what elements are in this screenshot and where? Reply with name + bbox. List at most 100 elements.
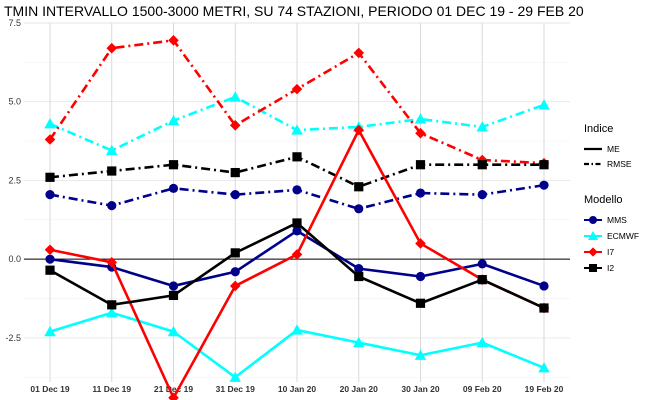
- legend-label: I7: [607, 247, 614, 257]
- data-point: [415, 271, 426, 282]
- legend: Indice ME RMSE Modello MMS ECMWF I7 I2: [584, 123, 639, 273]
- series-mms-rmse: [45, 180, 549, 214]
- x-tick-label: 10 Jan 20: [278, 384, 317, 394]
- data-point: [106, 144, 118, 156]
- data-point: [230, 167, 240, 178]
- legend-label: I2: [607, 263, 614, 273]
- data-point: [354, 264, 364, 274]
- data-point: [167, 114, 180, 126]
- data-point: [477, 275, 487, 285]
- data-point: [229, 91, 241, 102]
- data-point: [230, 267, 240, 277]
- series-layer: [44, 35, 550, 400]
- data-point: [353, 47, 365, 59]
- data-point: [44, 134, 56, 145]
- series-ecmwf-me: [44, 306, 550, 382]
- data-point: [291, 324, 303, 335]
- data-point: [45, 265, 55, 275]
- data-point: [168, 183, 179, 193]
- data-point: [353, 124, 365, 136]
- legend-title-indice: Indice: [584, 123, 613, 135]
- data-point: [106, 257, 118, 268]
- data-point: [539, 281, 549, 291]
- data-point: [44, 244, 56, 256]
- data-point: [230, 248, 240, 258]
- y-tick-label: 0.0: [8, 254, 21, 264]
- series-i2-me: [45, 218, 549, 313]
- data-point: [229, 120, 241, 131]
- y-tick-label: -2.5: [5, 333, 21, 343]
- data-point: [167, 325, 180, 337]
- legend-label: RMSE: [607, 159, 632, 169]
- series-i2-rmse: [45, 152, 549, 192]
- data-point: [539, 160, 549, 170]
- x-tick-label: 11 Dec 19: [92, 384, 131, 394]
- data-point: [353, 336, 365, 348]
- data-point: [414, 113, 427, 124]
- data-point: [415, 160, 426, 170]
- data-point: [168, 35, 179, 46]
- data-point: [476, 121, 488, 132]
- data-point: [415, 188, 426, 198]
- legend-marker: [589, 216, 597, 224]
- y-tick-label: 2.5: [8, 175, 21, 185]
- data-point: [538, 99, 550, 110]
- data-point: [292, 218, 302, 228]
- legend-marker: [588, 247, 598, 257]
- data-point: [45, 190, 55, 200]
- data-point: [168, 290, 179, 300]
- data-point: [354, 204, 364, 214]
- x-tick-label: 20 Jan 20: [340, 384, 379, 394]
- x-tick-label: 31 Dec 19: [216, 384, 255, 394]
- data-point: [106, 306, 118, 318]
- data-point: [477, 259, 487, 269]
- data-point: [44, 325, 56, 337]
- data-point: [107, 300, 117, 310]
- legend-label: ME: [607, 144, 620, 154]
- x-tick-label: 30 Jan 20: [401, 384, 440, 394]
- data-point: [229, 280, 241, 292]
- x-tick-label: 01 Dec 19: [30, 384, 69, 394]
- data-point: [44, 118, 56, 129]
- data-point: [168, 160, 179, 170]
- legend-marker: [588, 231, 598, 240]
- data-point: [107, 166, 117, 176]
- data-point: [45, 172, 55, 182]
- y-tick-label: 5.0: [8, 97, 21, 107]
- data-point: [414, 349, 427, 360]
- data-point: [106, 42, 118, 54]
- data-point: [539, 180, 549, 190]
- data-point: [415, 238, 426, 249]
- data-point: [229, 371, 241, 382]
- data-point: [291, 124, 303, 135]
- data-point: [539, 303, 549, 313]
- data-point: [477, 190, 487, 200]
- data-point: [354, 271, 364, 282]
- data-point: [354, 182, 364, 192]
- y-tick-label: 7.5: [8, 18, 21, 28]
- data-point: [476, 336, 488, 348]
- data-point: [538, 362, 550, 373]
- data-point: [415, 298, 426, 308]
- data-point: [107, 201, 117, 211]
- data-point: [292, 185, 302, 195]
- data-point: [168, 281, 179, 291]
- x-tick-label: 19 Feb 20: [525, 384, 564, 394]
- data-point: [292, 226, 302, 236]
- data-point: [292, 152, 302, 162]
- chart-title: TMIN INTERVALLO 1500-3000 METRI, SU 74 S…: [4, 3, 584, 19]
- data-point: [476, 154, 488, 166]
- data-point: [291, 83, 303, 95]
- x-tick-label: 09 Feb 20: [463, 384, 502, 394]
- data-point: [291, 249, 303, 260]
- legend-label: MMS: [607, 215, 627, 225]
- data-point: [230, 190, 240, 200]
- legend-title-modello: Modello: [584, 194, 623, 206]
- legend-label: ECMWF: [607, 231, 639, 241]
- data-point: [168, 392, 179, 400]
- data-point: [477, 160, 487, 170]
- legend-marker: [589, 264, 597, 272]
- grid: [24, 22, 570, 382]
- data-point: [415, 127, 426, 139]
